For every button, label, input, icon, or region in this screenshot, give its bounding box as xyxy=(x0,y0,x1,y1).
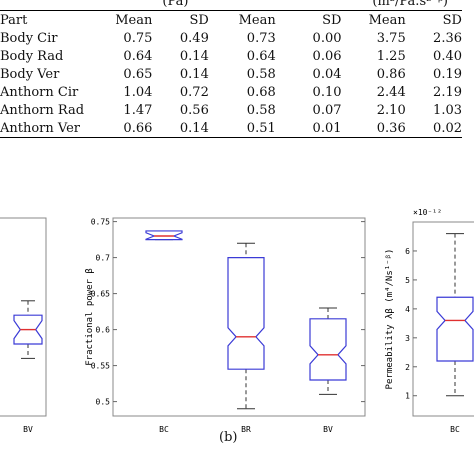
results-table: (Pa) (m²/Pa.s²⁻ᵝ) Part Mean SD Mean SD M… xyxy=(0,0,462,138)
y-tick-label: 5 xyxy=(405,276,410,285)
y-axis-ticks-right: 1 2 3 4 5 6 xyxy=(405,247,417,401)
table-cell: 0.14 xyxy=(179,48,209,64)
y-tick-label: 6 xyxy=(405,247,410,256)
table-cell: 0.36 xyxy=(341,119,406,138)
table-cell: 0.40 xyxy=(433,48,462,64)
y-tick-label: 0.7 xyxy=(96,254,111,263)
y-tick-label: 0.75 xyxy=(91,218,110,227)
notched-box xyxy=(436,296,474,362)
table-cell: 0.65 xyxy=(123,66,153,82)
box-plot-left xyxy=(13,300,43,359)
notched-box xyxy=(227,257,265,370)
row-label: Anthorn Ver xyxy=(0,119,88,138)
table-cell: 2.10 xyxy=(376,102,406,118)
table-cell: 0.04 xyxy=(312,66,342,82)
table-cell: 2.36 xyxy=(433,30,462,46)
table-cell: 1.04 xyxy=(123,84,153,100)
x-tick-label: BC xyxy=(159,425,169,434)
plot-frame-middle xyxy=(112,217,366,417)
table-row: Anthorn Rad 1.47 0.56 0.58 0.07 2.10 1.03 xyxy=(0,101,462,119)
plot-frame-left xyxy=(0,217,47,417)
box-plot-right xyxy=(436,233,474,397)
y-tick-label: 0.65 xyxy=(91,290,110,299)
notched-box xyxy=(145,230,183,241)
row-label: Body Cir xyxy=(0,30,58,46)
y-tick-label: 0.5 xyxy=(96,398,111,407)
y-tick-label: 0.55 xyxy=(91,362,110,371)
header-sd-1: SD xyxy=(152,10,209,29)
row-label: Body Ver xyxy=(0,66,60,82)
y-axis-label-permeability: Permeability λβ (m⁴/Ns¹⁻ᵝ) xyxy=(385,249,395,390)
table-cell: 0.07 xyxy=(312,102,342,118)
table-cell: 1.03 xyxy=(433,102,462,118)
box-plot-middle xyxy=(145,230,347,410)
table-row: Anthorn Ver 0.66 0.14 0.51 0.01 0.36 0.02 xyxy=(0,119,462,138)
table-cell: 3.75 xyxy=(376,30,406,46)
row-label: Anthorn Rad xyxy=(0,102,85,118)
y-tick-label: 3 xyxy=(405,334,410,343)
units-permeability: (m²/Pa.s²⁻ᵝ) xyxy=(372,0,448,9)
units-pressure: (Pa) xyxy=(162,0,189,9)
header-sd-2: SD xyxy=(275,10,342,29)
x-tick-label: BV xyxy=(23,425,33,434)
header-mean-2: Mean xyxy=(208,10,276,29)
x-tick-label: BC xyxy=(450,425,460,434)
table-row: Anthorn Cir 1.04 0.72 0.68 0.10 2.44 2.19 xyxy=(0,83,462,101)
table-cell: 0.75 xyxy=(123,30,153,46)
row-label: Anthorn Cir xyxy=(0,84,79,100)
y-tick-label: 4 xyxy=(405,305,410,314)
x-tick-label: BV xyxy=(323,425,333,434)
header-part: Part xyxy=(0,10,88,29)
table-cell: 0.56 xyxy=(179,102,209,118)
table-cell: 2.19 xyxy=(433,84,462,100)
results-table-region: (Pa) (m²/Pa.s²⁻ᵝ) Part Mean SD Mean SD M… xyxy=(0,0,474,160)
table-cell: 0.68 xyxy=(246,84,276,100)
notched-box xyxy=(309,318,347,381)
table-row: Body Rad 0.64 0.14 0.64 0.06 1.25 0.40 xyxy=(0,47,462,65)
y-tick-label: 2 xyxy=(405,363,410,372)
y-tick-label: 0.6 xyxy=(96,326,111,335)
table-cell: 0.72 xyxy=(179,84,209,100)
table-cell: 0.66 xyxy=(87,119,153,138)
table-cell: 0.02 xyxy=(405,119,462,138)
table-row: Body Ver 0.65 0.14 0.58 0.04 0.86 0.19 xyxy=(0,65,462,83)
table-cell: 0.00 xyxy=(312,30,342,46)
y-tick-label: 1 xyxy=(405,392,410,401)
y-axis-label-fractional-power: Fractional power β xyxy=(85,268,95,366)
table-cell: 0.06 xyxy=(312,48,342,64)
table-cell: 0.01 xyxy=(275,119,342,138)
table-cell: 1.47 xyxy=(123,102,153,118)
notched-box xyxy=(13,314,43,345)
x-tick-label: BR xyxy=(241,425,251,434)
table-cell: 0.14 xyxy=(152,119,209,138)
table-cell: 0.19 xyxy=(433,66,462,82)
figure-caption: (b) xyxy=(219,430,238,445)
table-cell: 0.58 xyxy=(246,66,276,82)
table-cell: 2.44 xyxy=(376,84,406,100)
header-sd-3: SD xyxy=(405,10,462,29)
y-axis-ticks-middle: 0.5 0.55 0.6 0.65 0.7 0.75 xyxy=(91,218,365,407)
table-cell: 0.58 xyxy=(246,102,276,118)
table-row: Body Cir 0.75 0.49 0.73 0.00 3.75 2.36 xyxy=(0,29,462,47)
table-cell: 0.49 xyxy=(179,30,209,46)
table-cell: 0.86 xyxy=(376,66,406,82)
x-axis-labels-middle: BC BR BV xyxy=(159,425,333,434)
table-cell: 0.73 xyxy=(246,30,276,46)
plot-frame-right xyxy=(412,221,474,417)
table-cell: 1.25 xyxy=(376,48,406,64)
header-mean-3: Mean xyxy=(341,10,406,29)
scale-exponent-label: ×10⁻¹² xyxy=(413,208,442,217)
table-cell: 0.64 xyxy=(246,48,276,64)
header-mean-1: Mean xyxy=(87,10,153,29)
table-cell: 0.10 xyxy=(312,84,342,100)
row-label: Body Rad xyxy=(0,48,64,64)
table-cell: 0.51 xyxy=(208,119,276,138)
table-cell: 0.14 xyxy=(179,66,209,82)
table-cell: 0.64 xyxy=(123,48,153,64)
